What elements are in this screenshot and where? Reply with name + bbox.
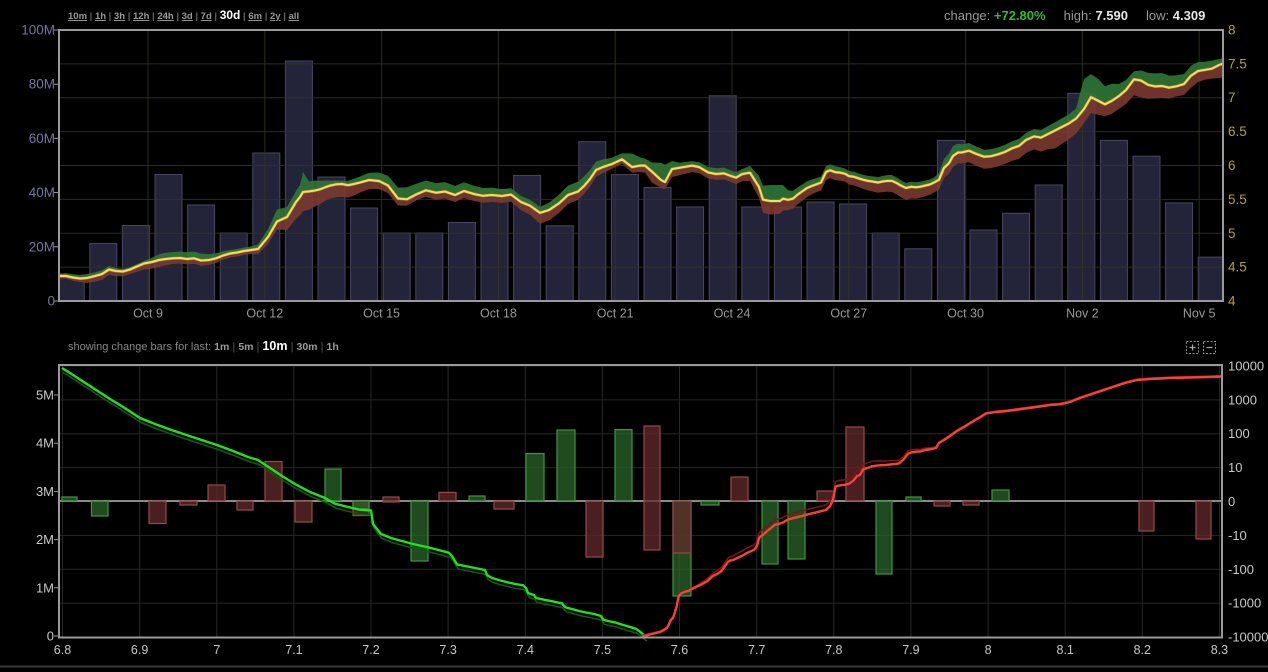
svg-text:3M: 3M — [36, 484, 54, 499]
svg-text:-10: -10 — [1228, 528, 1247, 543]
svg-text:10000: 10000 — [1228, 359, 1264, 374]
svg-text:Oct 24: Oct 24 — [714, 307, 751, 321]
svg-text:6: 6 — [1228, 158, 1236, 173]
svg-text:change: +72.80% high: 7.59: change: +72.80% high: 7.590 low: 4.309 — [944, 8, 1205, 23]
svg-text:5M: 5M — [36, 388, 54, 403]
svg-text:0: 0 — [47, 629, 54, 644]
svg-text:0: 0 — [47, 294, 55, 309]
svg-text:-1000: -1000 — [1228, 596, 1261, 611]
svg-text:7.4: 7.4 — [517, 643, 534, 657]
svg-text:7.3: 7.3 — [439, 643, 456, 657]
svg-text:1M: 1M — [36, 580, 54, 595]
svg-text:Oct 21: Oct 21 — [597, 307, 634, 321]
svg-text:-10000: -10000 — [1228, 630, 1268, 645]
svg-text:80M: 80M — [29, 77, 55, 92]
svg-text:5: 5 — [1228, 226, 1236, 241]
svg-text:4: 4 — [1228, 294, 1236, 309]
svg-text:40M: 40M — [29, 185, 55, 200]
svg-text:4M: 4M — [36, 436, 54, 451]
svg-text:Oct 15: Oct 15 — [363, 307, 400, 321]
svg-text:4.5: 4.5 — [1228, 260, 1247, 275]
svg-text:7.2: 7.2 — [362, 643, 379, 657]
svg-text:-100: -100 — [1228, 562, 1254, 577]
svg-text:Nov 5: Nov 5 — [1183, 307, 1216, 321]
svg-text:6.8: 6.8 — [54, 643, 71, 657]
svg-text:Oct 18: Oct 18 — [480, 307, 517, 321]
svg-text:7: 7 — [213, 643, 220, 657]
svg-text:Oct 30: Oct 30 — [947, 307, 984, 321]
svg-text:20M: 20M — [29, 239, 55, 254]
svg-text:7.5: 7.5 — [594, 643, 611, 657]
svg-text:7.1: 7.1 — [285, 643, 302, 657]
svg-text:7.8: 7.8 — [825, 643, 842, 657]
svg-text:7: 7 — [1228, 90, 1236, 105]
svg-text:7.5: 7.5 — [1228, 56, 1247, 71]
svg-text:7.9: 7.9 — [902, 643, 919, 657]
svg-text:Oct 27: Oct 27 — [830, 307, 867, 321]
svg-text:10: 10 — [1228, 460, 1242, 475]
svg-text:60M: 60M — [29, 131, 55, 146]
svg-text:Nov 2: Nov 2 — [1066, 307, 1099, 321]
svg-text:0: 0 — [1228, 494, 1235, 509]
svg-text:5.5: 5.5 — [1228, 192, 1247, 207]
svg-text:8.2: 8.2 — [1134, 643, 1151, 657]
svg-text:8: 8 — [985, 643, 992, 657]
svg-text:10m | 1h | 3h | 12h | 24h | 3d: 10m | 1h | 3h | 12h | 24h | 3d | 7d | 30… — [68, 8, 299, 22]
svg-text:Oct 12: Oct 12 — [246, 307, 283, 321]
svg-text:8.3: 8.3 — [1211, 643, 1228, 657]
svg-text:7.6: 7.6 — [671, 643, 688, 657]
svg-text:7.7: 7.7 — [748, 643, 765, 657]
svg-text:6.9: 6.9 — [131, 643, 148, 657]
svg-text:6.5: 6.5 — [1228, 124, 1247, 139]
svg-text:100M: 100M — [21, 23, 55, 38]
svg-text:2M: 2M — [36, 532, 54, 547]
svg-text:8.1: 8.1 — [1057, 643, 1074, 657]
svg-text:8: 8 — [1228, 23, 1236, 38]
svg-text:1000: 1000 — [1228, 392, 1257, 407]
svg-text:showing change bars for last:: showing change bars for last: 1m | 5m | … — [68, 339, 339, 353]
svg-text:Oct 9: Oct 9 — [133, 307, 163, 321]
svg-text:100: 100 — [1228, 426, 1250, 441]
